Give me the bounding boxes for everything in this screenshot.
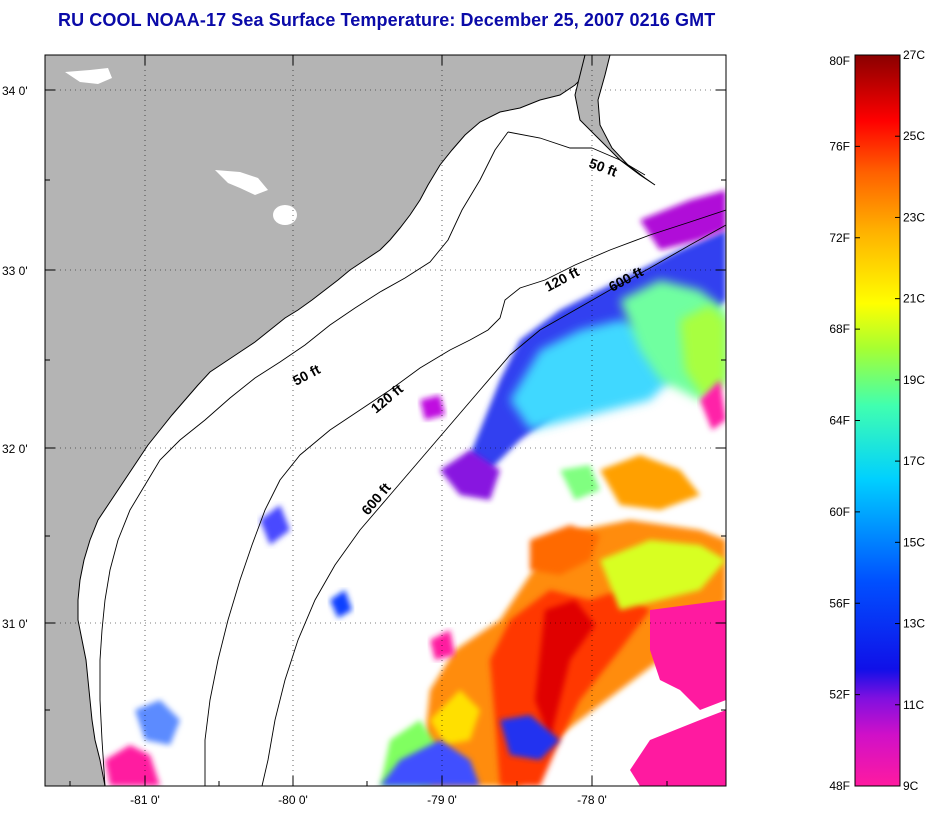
bathymetry-contours	[99, 131, 726, 786]
colorbar-fahrenheit-label: 68F	[829, 322, 850, 336]
contour-50ft	[99, 131, 646, 786]
contour-600ft	[261, 224, 726, 786]
lon-label: -81 0'	[130, 793, 160, 807]
map-title: RU COOL NOAA-17 Sea Surface Temperature:…	[58, 10, 716, 30]
colorbar-celsius-label: 21C	[903, 292, 925, 306]
colorbar-fahrenheit-label: 56F	[829, 596, 850, 610]
colorbar-celsius-label: 11C	[903, 698, 924, 712]
lat-label: 32 0'	[2, 442, 28, 456]
colorbar	[854, 54, 901, 787]
colorbar-celsius-label: 25C	[903, 129, 925, 143]
inland-lake	[273, 205, 297, 225]
lon-label: -79 0'	[427, 793, 457, 807]
colorbar-celsius-label: 9C	[903, 779, 919, 793]
colorbar-fahrenheit-label: 72F	[829, 231, 850, 245]
colorbar-celsius-label: 17C	[903, 454, 925, 468]
colorbar-celsius-label: 19C	[903, 373, 925, 387]
colorbar-fahrenheit-labels: 80F 76F 72F 68F 64F 60F 56F 52F 48F	[829, 54, 850, 793]
lon-label: -78 0'	[577, 793, 607, 807]
sst-data-layer	[105, 190, 726, 786]
contour-120ft	[204, 209, 726, 786]
colorbar-fahrenheit-label: 80F	[829, 54, 850, 68]
lon-label: -80 0'	[278, 793, 308, 807]
colorbar-celsius-label: 27C	[903, 48, 925, 62]
map-grid	[45, 55, 726, 786]
colorbar-celsius-label: 13C	[903, 617, 925, 631]
colorbar-fahrenheit-label: 64F	[829, 414, 850, 428]
lat-label: 34 0'	[2, 84, 28, 98]
lat-label: 31 0'	[2, 617, 28, 631]
colorbar-ticks	[855, 54, 900, 787]
colorbar-fahrenheit-label: 48F	[829, 779, 850, 793]
map-ticks	[45, 55, 726, 786]
colorbar-fahrenheit-label: 52F	[829, 688, 850, 702]
colorbar-fahrenheit-label: 60F	[829, 505, 850, 519]
map-frame	[44, 54, 727, 787]
inland-lake	[215, 170, 268, 195]
colorbar-celsius-labels: 27C 25C 23C 21C 19C 17C 15C 13C 11C 9C	[903, 48, 925, 793]
land-area	[45, 55, 591, 786]
colorbar-celsius-label: 23C	[903, 210, 925, 224]
lat-label: 33 0'	[2, 264, 28, 278]
inland-lake	[65, 68, 112, 84]
colorbar-celsius-label: 15C	[903, 535, 925, 549]
colorbar-fahrenheit-label: 76F	[829, 139, 850, 153]
